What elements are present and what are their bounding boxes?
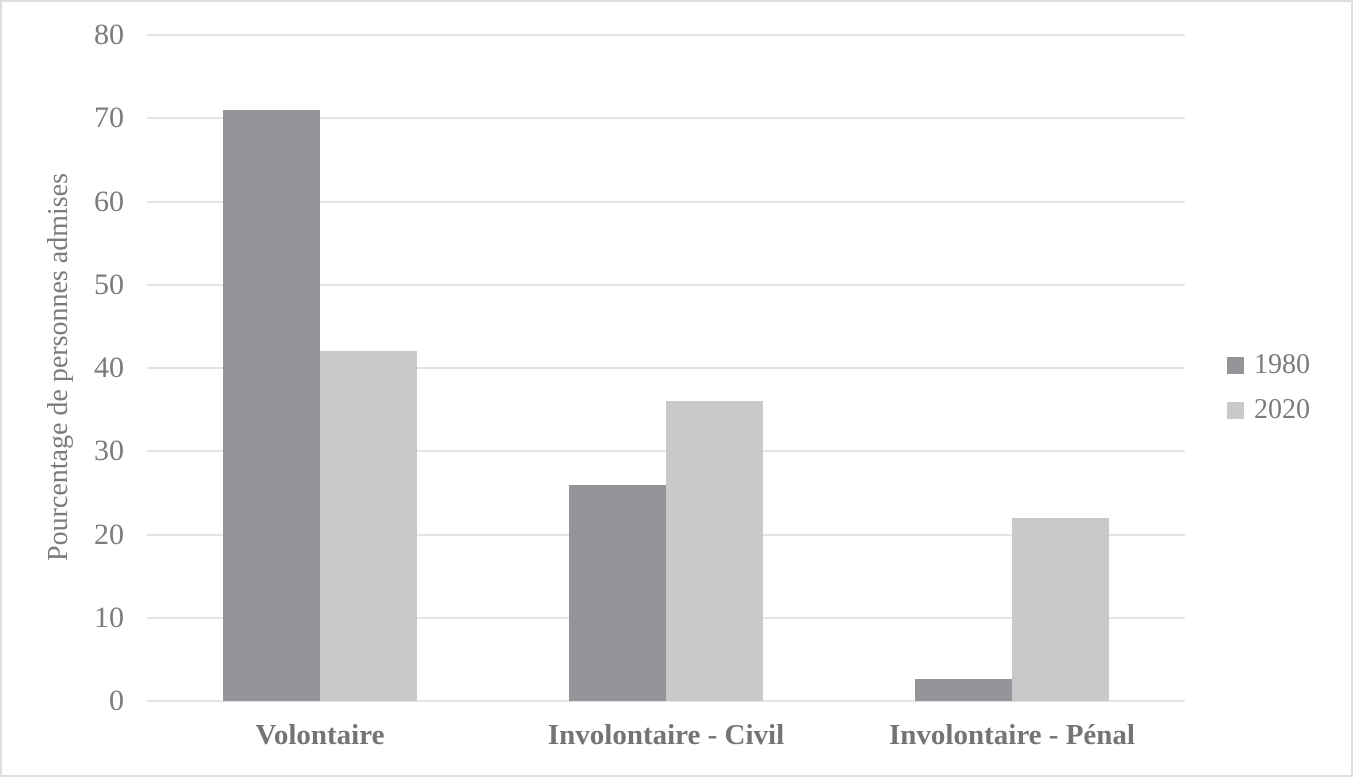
y-tick-label-50: 50 xyxy=(94,267,124,301)
legend-item-2020: 2020 xyxy=(1227,395,1310,425)
bar-1980-volontaire xyxy=(223,109,320,701)
gridline-y-50 xyxy=(147,283,1185,286)
x-axis-label-involontaire-p-nal: Involontaire - Pénal xyxy=(889,719,1135,751)
legend-swatch-2020 xyxy=(1227,401,1244,419)
legend-label-2020: 2020 xyxy=(1254,394,1310,425)
y-tick-label-60: 60 xyxy=(94,184,124,218)
bar-1980-involontaire-p-nal xyxy=(915,678,1012,701)
x-axis-label-volontaire: Volontaire xyxy=(255,719,385,751)
legend-item-1980: 1980 xyxy=(1227,350,1310,380)
y-tick-label-80: 80 xyxy=(94,18,124,51)
gridline-y-0 xyxy=(147,700,1185,702)
y-tick-label-30: 30 xyxy=(94,434,124,468)
y-tick-label-0: 0 xyxy=(109,684,124,717)
legend-swatch-1980 xyxy=(1227,356,1244,374)
y-tick-label-10: 10 xyxy=(94,600,124,634)
gridline-y-80 xyxy=(147,34,1185,36)
gridline-y-70 xyxy=(147,117,1185,120)
legend-label-1980: 1980 xyxy=(1254,349,1310,380)
bar-2020-involontaire-p-nal xyxy=(1012,517,1109,701)
bar-1980-involontaire-civil xyxy=(569,484,666,701)
x-axis-label-involontaire-civil: Involontaire - Civil xyxy=(547,719,785,751)
legend: 1980 2020 xyxy=(1227,350,1310,440)
gridline-y-60 xyxy=(147,200,1185,203)
gridline-y-40 xyxy=(147,367,1185,369)
y-tick-label-40: 40 xyxy=(94,351,124,384)
y-tick-label-20: 20 xyxy=(94,517,124,551)
bar-2020-involontaire-civil xyxy=(666,401,763,701)
y-tick-label-70: 70 xyxy=(94,101,124,135)
bar-2020-volontaire xyxy=(320,351,417,701)
plot-area xyxy=(147,34,1185,702)
